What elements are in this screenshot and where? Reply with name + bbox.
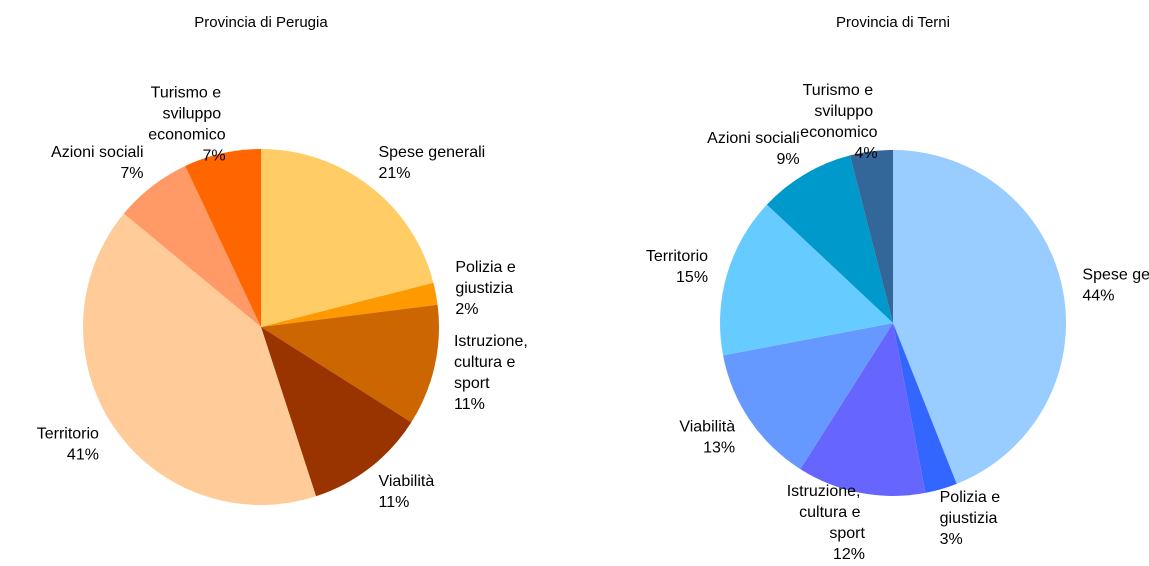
slice-value-label: 11% (454, 396, 485, 413)
slice-value-label: 15% (676, 269, 708, 286)
slice-label: Polizia e giustizia (455, 259, 520, 297)
slice-label: Territorio (646, 248, 708, 265)
pie-slice (893, 150, 1066, 484)
pie-slice (720, 204, 893, 356)
slice-label: Spese generali (1082, 266, 1149, 283)
slice-value-label: 41% (67, 446, 99, 463)
slice-label: Polizia e giustizia (940, 489, 1005, 527)
slice-label: Turismo e sviluppo economico (148, 85, 225, 144)
slice-label: Azioni sociali (51, 144, 143, 161)
slice-value-label: 13% (703, 440, 735, 457)
pie-slice (766, 155, 893, 323)
slice-label: Spese generali (378, 144, 485, 161)
slice-label: Istruzione, cultura e sport (454, 333, 532, 392)
slice-value-label: 9% (777, 151, 800, 168)
pie-slice (261, 304, 439, 423)
pie-slice (261, 149, 434, 327)
slice-value-label: 4% (854, 145, 877, 162)
slice-value-label: 21% (378, 165, 410, 182)
slice-label: Territorio (37, 425, 99, 442)
pie-slice (82, 213, 317, 506)
chart-title: Provincia di Perugia (194, 14, 328, 31)
slice-label: Viabilità (679, 419, 735, 436)
slice-label: Turismo e sviluppo economico (800, 82, 877, 141)
slice-value-label: 44% (1082, 287, 1114, 304)
slice-value-label: 12% (833, 546, 865, 563)
chart-title: Provincia di Terni (836, 14, 950, 31)
pie-slice (800, 323, 926, 497)
pie-slice (261, 282, 438, 327)
slice-value-label: 2% (455, 301, 478, 318)
slice-value-label: 7% (120, 165, 143, 182)
slice-label: Viabilità (378, 473, 434, 490)
slice-label: Azioni sociali (707, 130, 799, 147)
pie-slice (849, 150, 893, 323)
pie-slice (123, 165, 262, 327)
pie-slice (723, 323, 893, 470)
pie-slice (893, 323, 957, 493)
pie-slice (261, 327, 412, 497)
pie-slice (185, 149, 261, 327)
slice-value-label: 11% (378, 494, 409, 511)
slice-value-label: 7% (203, 148, 226, 165)
slice-label: Istruzione, cultura e sport (787, 483, 866, 542)
slice-value-label: 3% (940, 531, 963, 548)
